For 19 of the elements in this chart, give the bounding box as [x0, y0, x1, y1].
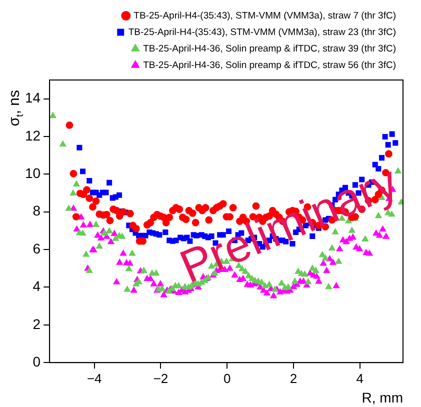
- y-axis-title: σt, ns: [6, 90, 26, 126]
- y-tick-label: 4: [32, 278, 41, 294]
- legend-label: TB-25-April-H4-(35:43), STM-VMM (VMM3a), straw 23 (thr 3fC): [128, 26, 396, 38]
- legend-label: TB-25-April-H4-36, Solin preamp & ifTDC, straw 56 (thr 3fC): [143, 60, 396, 71]
- y-tick-label: 10: [24, 165, 41, 182]
- y-tick-label: 14: [24, 90, 41, 106]
- x-tick-label: −2: [153, 370, 168, 386]
- x-axis-title: R, mm: [362, 389, 403, 406]
- x-tick-label: 4: [356, 370, 364, 386]
- legend-label: TB-25-April-H4-36, Solin preamp & ifTDC, straw 39 (thr 3fC): [143, 43, 396, 54]
- legend-label: TB-25-April-H4-(35:43), STM-VMM (VMM3a), straw 7 (thr 3fC): [134, 10, 396, 22]
- y-tick-label: 6: [32, 240, 41, 256]
- y-tick-label: 2: [32, 316, 41, 332]
- x-tick-label: 2: [290, 370, 298, 386]
- x-tick-label: 0: [224, 370, 231, 386]
- y-tick-label: 8: [32, 202, 41, 219]
- x-tick-label: −4: [86, 370, 102, 386]
- y-tick-label: 0: [32, 353, 41, 370]
- y-tick-label: 12: [24, 127, 41, 144]
